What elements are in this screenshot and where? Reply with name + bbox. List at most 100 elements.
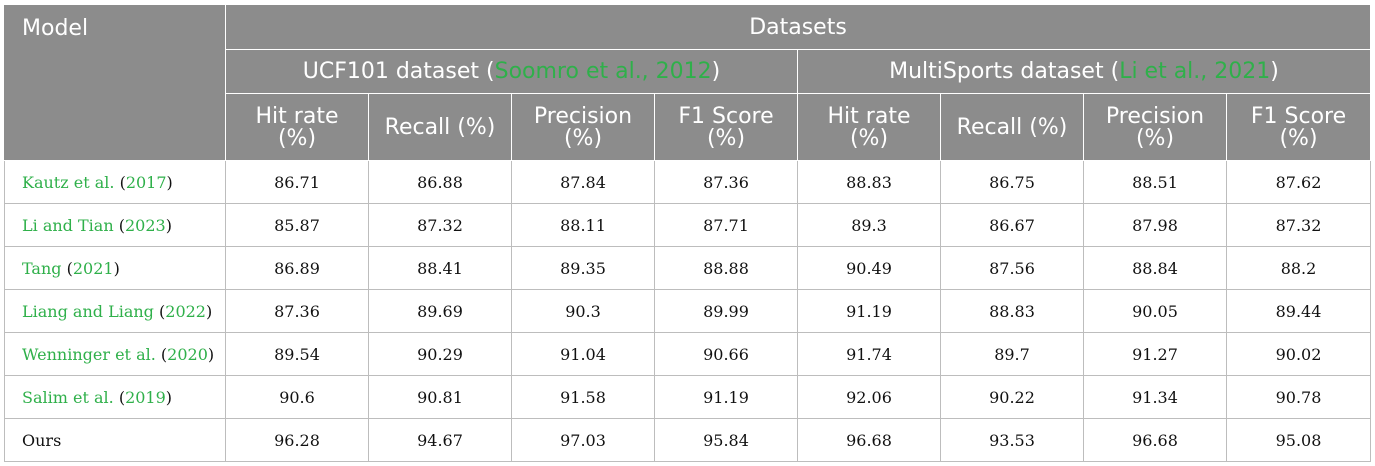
value-cell: 91.58 bbox=[511, 375, 655, 419]
value-cell: 88.84 bbox=[1083, 246, 1227, 290]
value-cell: 89.7 bbox=[940, 332, 1084, 376]
value-cell: 87.32 bbox=[368, 203, 512, 247]
model-name-cell: Ours bbox=[4, 418, 226, 462]
value-cell: 91.74 bbox=[797, 332, 941, 376]
value-cell: 88.41 bbox=[368, 246, 512, 290]
model-name-cell: Wenninger et al. (2020) bbox=[4, 332, 226, 376]
value-cell: 96.68 bbox=[797, 418, 941, 462]
value-cell: 90.3 bbox=[511, 289, 655, 333]
author-link[interactable]: Kautz et al. bbox=[22, 172, 115, 192]
model-name-cell: Li and Tian (2023) bbox=[4, 203, 226, 247]
value-cell: 90.05 bbox=[1083, 289, 1227, 333]
metric-header: F1 Score (%) bbox=[1226, 93, 1371, 161]
value-cell: 90.22 bbox=[940, 375, 1084, 419]
author-link[interactable]: Li and Tian bbox=[22, 215, 114, 235]
metric-header: Hit rate (%) bbox=[225, 93, 369, 161]
citation-link-soomro[interactable]: Soomro et al., 2012 bbox=[494, 58, 712, 84]
author-link[interactable]: Tang bbox=[22, 258, 62, 278]
citation-link-li[interactable]: Li et al., 2021 bbox=[1119, 58, 1271, 84]
table-row: Wenninger et al. (2020) 89.54 90.29 91.04 90… bbox=[4, 332, 1371, 376]
value-cell: 86.75 bbox=[940, 160, 1084, 204]
value-cell: 86.71 bbox=[225, 160, 369, 204]
value-cell: 95.08 bbox=[1226, 418, 1371, 462]
value-cell: 89.69 bbox=[368, 289, 512, 333]
value-cell: 96.68 bbox=[1083, 418, 1227, 462]
metric-header: Hit rate (%) bbox=[797, 93, 941, 161]
year-link[interactable]: 2021 bbox=[72, 258, 114, 278]
model-name-cell: Salim et al. (2019) bbox=[4, 375, 226, 419]
metric-label: Recall (%) bbox=[384, 115, 496, 140]
metric-header: F1 Score (%) bbox=[654, 93, 798, 161]
model-name-cell: Tang (2021) bbox=[4, 246, 226, 290]
metric-label: Hit rate bbox=[827, 104, 911, 129]
value-cell: 91.19 bbox=[797, 289, 941, 333]
metric-unit: (%) bbox=[1279, 126, 1318, 151]
table-row: Kautz et al. (2017) 86.71 86.88 87.84 87.36 8… bbox=[4, 160, 1371, 204]
value-cell: 88.11 bbox=[511, 203, 655, 247]
value-cell: 92.06 bbox=[797, 375, 941, 419]
table-row: Ours 96.28 94.67 97.03 95.84 96.68 93.53 96.68 9… bbox=[4, 418, 1371, 462]
table-row: Liang and Liang (2022) 87.36 89.69 90.3 89.9… bbox=[4, 289, 1371, 333]
value-cell: 87.84 bbox=[511, 160, 655, 204]
metric-label: F1 Score bbox=[678, 104, 774, 129]
value-cell: 88.83 bbox=[797, 160, 941, 204]
table-row: Salim et al. (2019) 90.6 90.81 91.58 91.19 92… bbox=[4, 375, 1371, 419]
value-cell: 89.54 bbox=[225, 332, 369, 376]
value-cell: 89.3 bbox=[797, 203, 941, 247]
metric-header: Precision (%) bbox=[1083, 93, 1227, 161]
year-link[interactable]: 2019 bbox=[125, 387, 166, 407]
multisports-group-header: MultiSports dataset (Li et al., 2021) bbox=[797, 49, 1371, 94]
metric-label: F1 Score bbox=[1250, 104, 1347, 129]
value-cell: 87.32 bbox=[1226, 203, 1371, 247]
value-cell: 87.36 bbox=[225, 289, 369, 333]
value-cell: 86.88 bbox=[368, 160, 512, 204]
metric-unit: (%) bbox=[706, 126, 746, 151]
value-cell: 90.6 bbox=[225, 375, 369, 419]
value-cell: 90.29 bbox=[368, 332, 512, 376]
value-cell: 91.34 bbox=[1083, 375, 1227, 419]
value-cell: 88.83 bbox=[940, 289, 1084, 333]
value-cell: 97.03 bbox=[511, 418, 655, 462]
metric-label: Precision bbox=[533, 104, 633, 129]
metric-label: Precision bbox=[1105, 104, 1205, 129]
value-cell: 85.87 bbox=[225, 203, 369, 247]
value-cell: 91.27 bbox=[1083, 332, 1227, 376]
value-cell: 90.78 bbox=[1226, 375, 1371, 419]
value-cell: 86.67 bbox=[940, 203, 1084, 247]
author-link[interactable]: Wenninger et al. bbox=[22, 344, 156, 364]
value-cell: 87.56 bbox=[940, 246, 1084, 290]
metric-unit: (%) bbox=[563, 126, 603, 151]
value-cell: 93.53 bbox=[940, 418, 1084, 462]
author-link[interactable]: Salim et al. bbox=[22, 387, 114, 407]
value-cell: 90.49 bbox=[797, 246, 941, 290]
author-link[interactable]: Liang and Liang bbox=[22, 301, 154, 321]
value-cell: 86.89 bbox=[225, 246, 369, 290]
model-name-cell: Liang and Liang (2022) bbox=[4, 289, 226, 333]
ours-label: Ours bbox=[22, 430, 62, 450]
metric-label: Recall (%) bbox=[956, 115, 1068, 140]
ucf101-group-header: UCF101 dataset (Soomro et al., 2012) bbox=[225, 49, 798, 94]
value-cell: 87.36 bbox=[654, 160, 798, 204]
metric-header: Recall (%) bbox=[368, 93, 512, 161]
model-column-header: Model bbox=[4, 4, 226, 161]
value-cell: 89.35 bbox=[511, 246, 655, 290]
table-row: Tang (2021) 86.89 88.41 89.35 88.88 90.49 87.5… bbox=[4, 246, 1371, 290]
value-cell: 95.84 bbox=[654, 418, 798, 462]
value-cell: 91.04 bbox=[511, 332, 655, 376]
year-link[interactable]: 2022 bbox=[165, 301, 206, 321]
value-cell: 90.02 bbox=[1226, 332, 1371, 376]
year-link[interactable]: 2020 bbox=[167, 344, 208, 364]
group-name: MultiSports dataset bbox=[889, 58, 1104, 84]
value-cell: 89.99 bbox=[654, 289, 798, 333]
metric-unit: (%) bbox=[1135, 126, 1175, 151]
value-cell: 89.44 bbox=[1226, 289, 1371, 333]
table-row: Li and Tian (2023) 85.87 87.32 88.11 87.71 89… bbox=[4, 203, 1371, 247]
metric-unit: (%) bbox=[277, 126, 317, 151]
metric-header: Precision (%) bbox=[511, 93, 655, 161]
value-cell: 88.2 bbox=[1226, 246, 1371, 290]
year-link[interactable]: 2017 bbox=[125, 172, 167, 192]
year-link[interactable]: 2023 bbox=[124, 215, 166, 235]
metric-label: Hit rate bbox=[255, 104, 339, 129]
value-cell: 88.51 bbox=[1083, 160, 1227, 204]
value-cell: 90.81 bbox=[368, 375, 512, 419]
